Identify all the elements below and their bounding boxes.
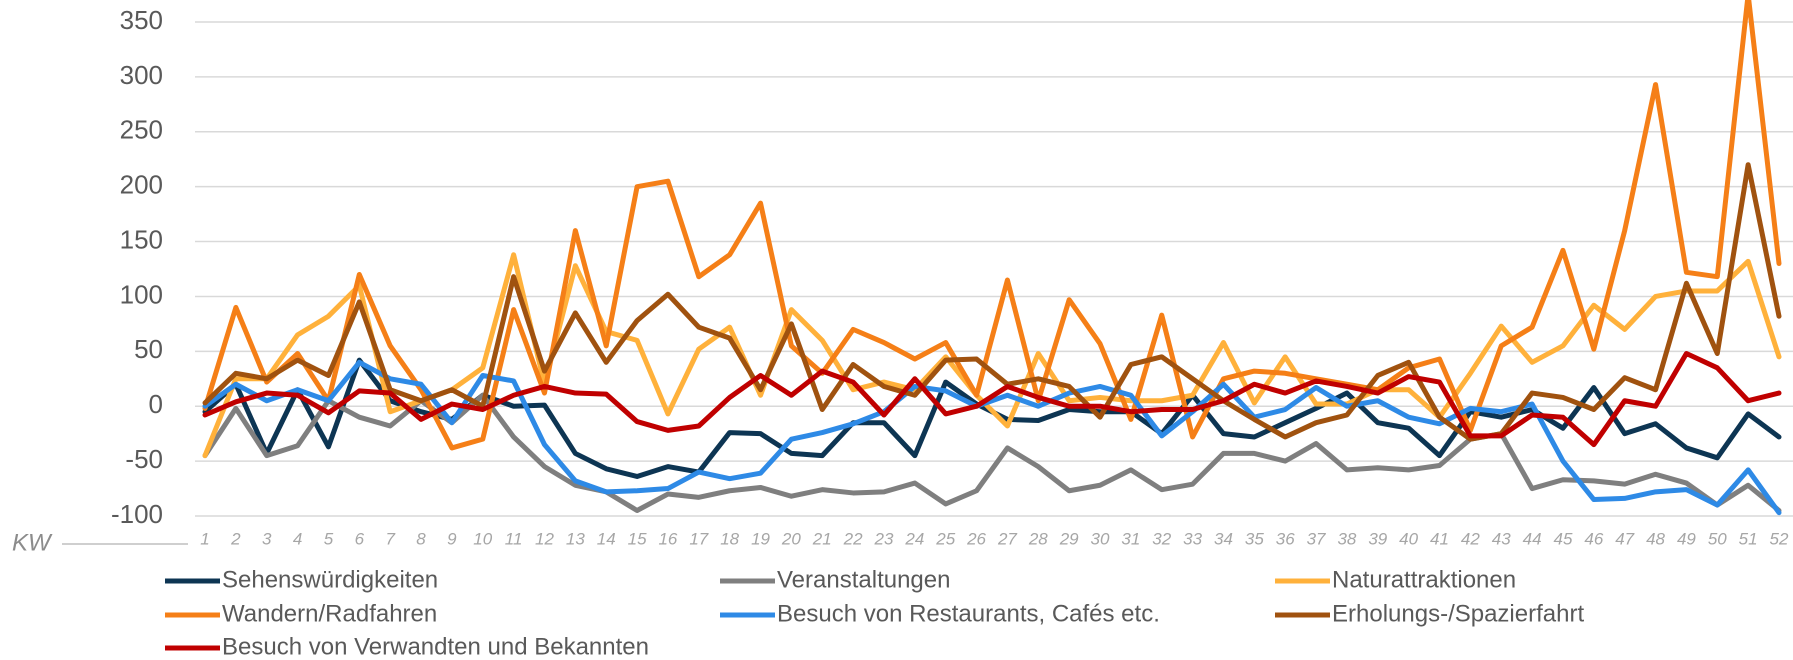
x-tick-label: 37 <box>1307 529 1326 548</box>
x-tick-label: 17 <box>689 529 708 548</box>
x-tick-label: 27 <box>997 529 1017 548</box>
x-tick-label: 23 <box>874 529 894 548</box>
x-tick-label: 5 <box>324 529 334 548</box>
x-tick-label: 8 <box>416 529 426 548</box>
x-tick-label: 31 <box>1121 529 1140 548</box>
y-tick-label: 200 <box>120 170 163 200</box>
x-tick-label: 6 <box>355 529 365 548</box>
legend-label: Sehenswürdigkeiten <box>222 566 438 593</box>
x-tick-label: 1 <box>200 529 209 548</box>
y-tick-label: -100 <box>111 499 163 529</box>
y-tick-label: 350 <box>120 5 163 35</box>
x-tick-label: 18 <box>720 529 739 548</box>
x-tick-label: 33 <box>1183 529 1202 548</box>
x-tick-label: 10 <box>473 529 492 548</box>
x-tick-label: 11 <box>505 529 523 548</box>
y-tick-label: 50 <box>134 334 163 364</box>
x-tick-label: 19 <box>751 529 770 548</box>
y-tick-label: 100 <box>120 279 163 309</box>
legend-label: Besuch von Restaurants, Cafés etc. <box>777 600 1160 627</box>
x-tick-label: 46 <box>1584 529 1603 548</box>
x-axis-label: KW <box>12 529 53 556</box>
x-tick-label: 15 <box>628 529 647 548</box>
x-tick-label: 36 <box>1276 529 1295 548</box>
x-tick-label: 47 <box>1615 529 1634 548</box>
x-tick-label: 14 <box>597 529 616 548</box>
series-line <box>202 357 1782 479</box>
y-tick-label: 300 <box>120 60 163 90</box>
y-tick-label: 250 <box>120 115 163 145</box>
x-tick-label: 29 <box>1059 529 1079 548</box>
y-tick-label: -50 <box>125 444 163 474</box>
x-tick-label: 42 <box>1461 529 1480 548</box>
x-tick-label: 34 <box>1214 529 1233 548</box>
x-tick-label: 40 <box>1399 529 1418 548</box>
x-tick-label: 22 <box>843 529 863 548</box>
x-tick-label: 13 <box>566 529 585 548</box>
x-tick-label: 32 <box>1152 529 1171 548</box>
y-tick-label: 150 <box>120 224 163 254</box>
legend-label: Besuch von Verwandten und Bekannten <box>222 633 649 660</box>
x-tick-label: 35 <box>1245 529 1264 548</box>
x-tick-label: 20 <box>781 529 801 548</box>
x-tick-label: 12 <box>535 529 554 548</box>
x-tick-label: 24 <box>904 529 924 548</box>
series-line <box>202 162 1782 442</box>
legend-label: Erholungs-/Spazierfahrt <box>1332 600 1584 627</box>
x-tick-label: 41 <box>1430 529 1449 548</box>
x-tick-label: 4 <box>293 529 302 548</box>
legend-label: Naturattraktionen <box>1332 566 1516 593</box>
x-tick-label: 2 <box>230 529 241 548</box>
x-tick-label: 28 <box>1028 529 1048 548</box>
x-tick-label: 43 <box>1492 529 1511 548</box>
x-tick-label: 30 <box>1091 529 1110 548</box>
legend-label: Wandern/Radfahren <box>222 600 437 627</box>
series-line <box>202 359 1782 516</box>
x-tick-label: 39 <box>1368 529 1387 548</box>
x-tick-label: 51 <box>1739 529 1758 548</box>
x-tick-label: 49 <box>1677 529 1696 548</box>
y-tick-label: 0 <box>149 389 163 419</box>
series-line <box>202 0 1782 451</box>
x-tick-label: 9 <box>447 529 457 548</box>
series-line <box>202 351 1782 448</box>
x-tick-label: 52 <box>1770 529 1789 548</box>
x-tick-label: 48 <box>1646 529 1665 548</box>
x-tick-label: 45 <box>1553 529 1572 548</box>
x-tick-label: 7 <box>385 529 395 548</box>
x-tick-label: 38 <box>1337 529 1356 548</box>
x-tick-label: 3 <box>262 529 272 548</box>
x-tick-label: 21 <box>812 529 832 548</box>
x-tick-label: 16 <box>658 529 677 548</box>
x-tick-label: 50 <box>1708 529 1727 548</box>
x-tick-label: 25 <box>935 529 955 548</box>
series-line <box>202 252 1782 459</box>
x-tick-label: 44 <box>1523 529 1542 548</box>
x-tick-label: 26 <box>966 529 986 548</box>
legend-label: Veranstaltungen <box>777 566 950 593</box>
